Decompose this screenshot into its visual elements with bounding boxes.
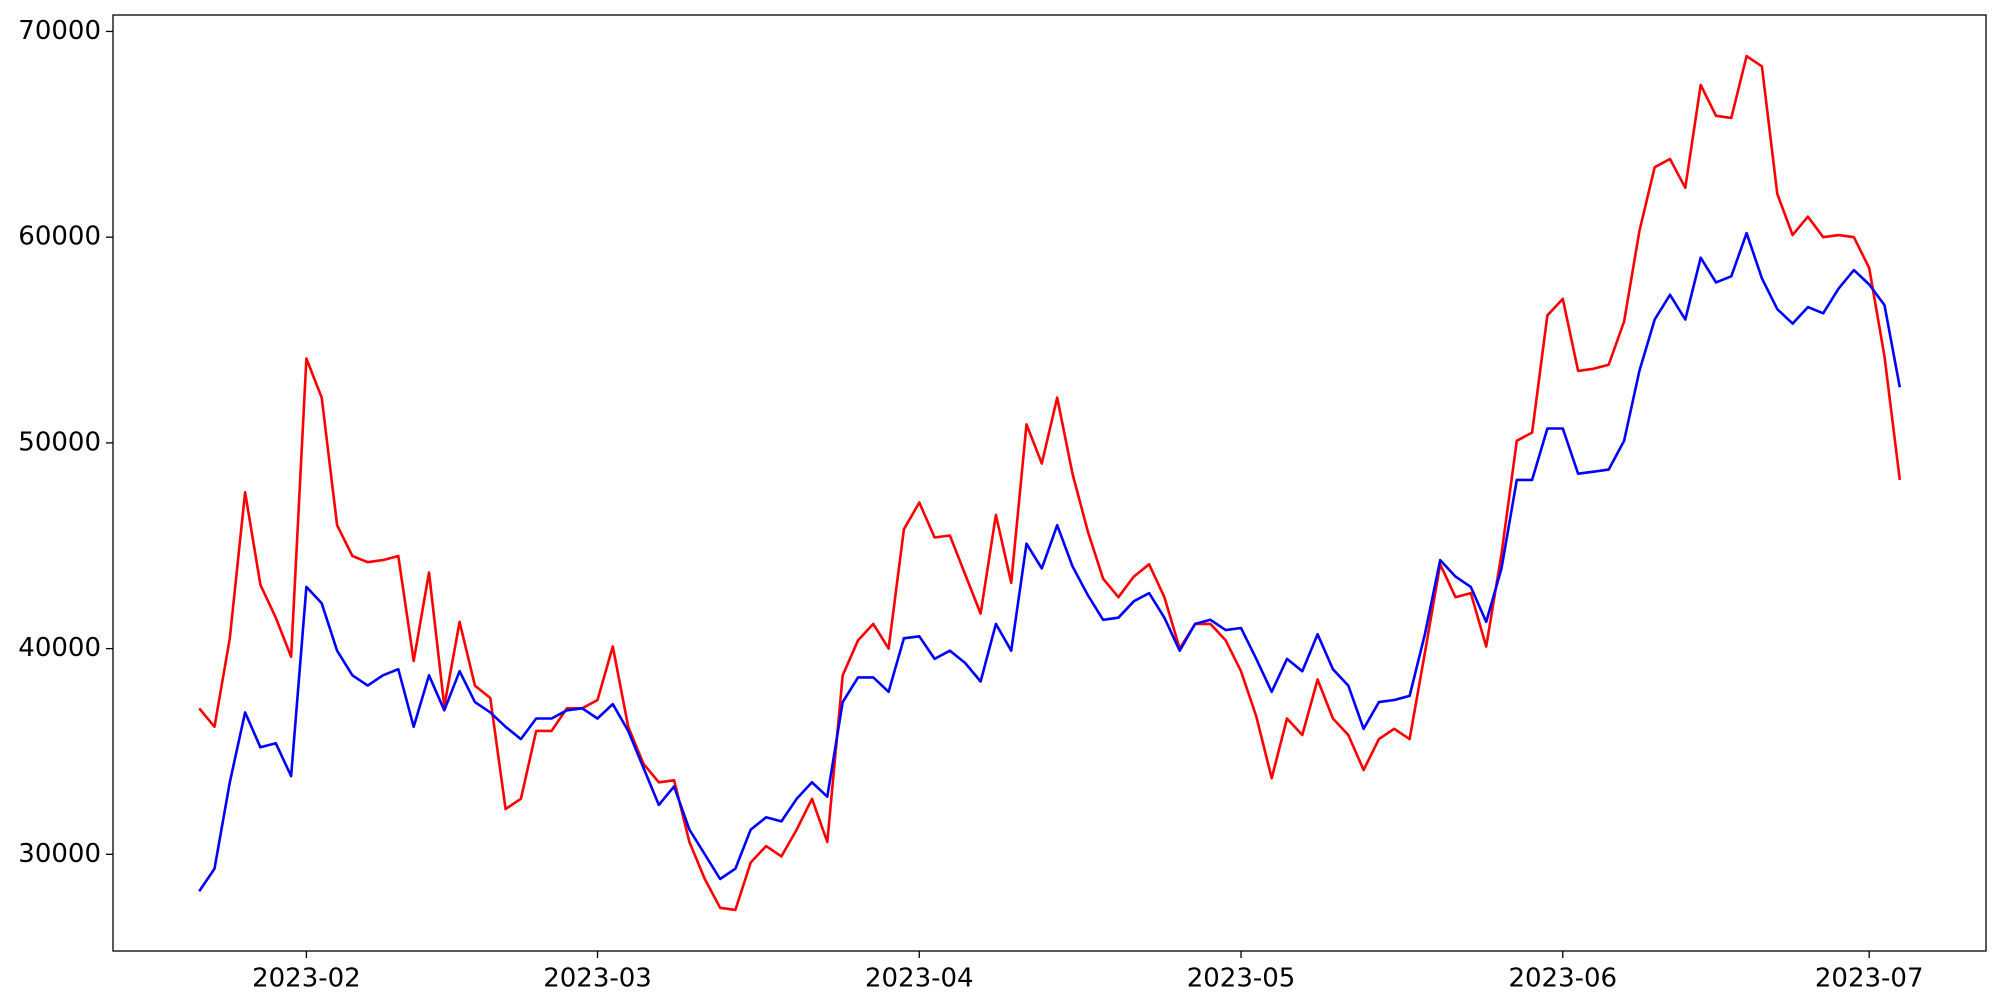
x-tick-label: 2023-03 [543,964,652,994]
x-tick-label: 2023-04 [865,964,974,994]
y-tick-label: 50000 [18,427,101,457]
series-line [198,231,1902,893]
y-tick-label: 30000 [18,839,101,869]
x-tick-label: 2023-02 [252,964,361,994]
y-tick-label: 40000 [18,633,101,663]
x-tick-label: 2023-05 [1187,964,1296,994]
series-line [198,54,1902,912]
x-tick-label: 2023-07 [1815,964,1924,994]
plot-frame [112,14,1987,952]
x-tick-label: 2023-06 [1508,964,1617,994]
y-tick-label: 60000 [18,222,101,252]
y-tick-label: 70000 [18,16,101,46]
